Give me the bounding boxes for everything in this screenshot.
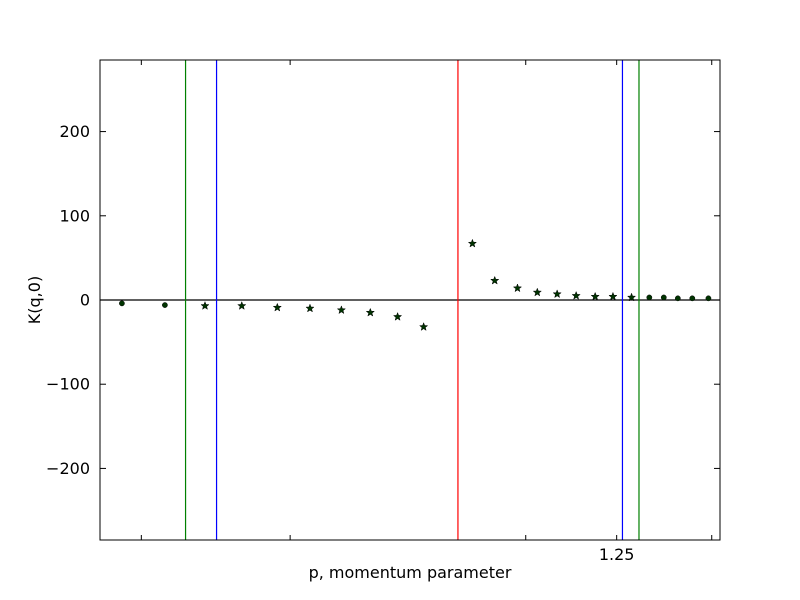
data-point-star — [237, 300, 247, 310]
data-point-circle — [646, 294, 653, 301]
data-point-star — [272, 302, 282, 312]
x-axis-label: p, momentum parameter — [309, 563, 512, 582]
y-tick-label: 100 — [59, 206, 90, 225]
data-point-star — [200, 300, 210, 310]
data-point-circle — [674, 295, 681, 302]
data-point-star — [336, 305, 347, 315]
data-point-star — [532, 287, 542, 297]
axis-ticks: −200 −100 0 100 200 1.25 — [46, 60, 720, 564]
data-point-circle — [660, 294, 667, 301]
y-tick-label: −200 — [46, 459, 90, 478]
data-point-star — [608, 291, 618, 301]
y-tick-label: 200 — [59, 122, 90, 141]
data-point-star — [590, 291, 600, 301]
data-point-star — [490, 275, 500, 285]
data-point-star — [365, 307, 375, 317]
data-point-circle — [689, 295, 696, 302]
y-axis-label: K(q,0) — [25, 276, 44, 324]
data-point-circle — [119, 300, 125, 307]
y-tick-label: −100 — [46, 375, 90, 394]
data-point-star — [467, 238, 478, 248]
data-point-star — [552, 289, 562, 299]
data-point-circle — [162, 302, 168, 308]
data-point-star — [418, 322, 429, 331]
data-point-star — [392, 311, 403, 321]
data-point-circle — [705, 295, 712, 302]
data-point-star — [305, 303, 315, 313]
y-tick-label: 0 — [80, 291, 90, 310]
data-point-star — [626, 292, 637, 302]
data-point-star — [571, 290, 581, 300]
plot-area — [100, 60, 720, 540]
x-tick-label: 1.25 — [599, 545, 635, 564]
data-point-star — [512, 283, 523, 293]
